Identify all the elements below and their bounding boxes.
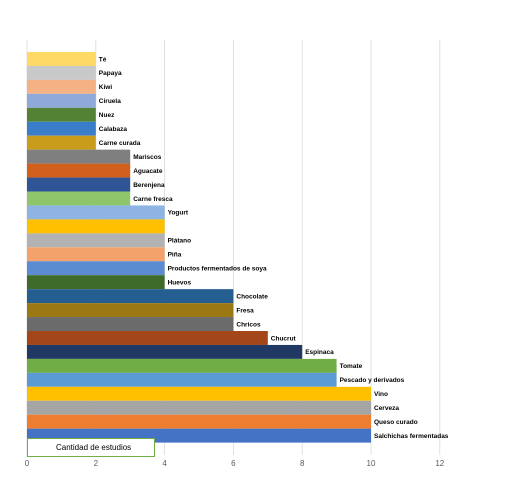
- bar-label: Piña: [168, 252, 182, 259]
- bar: [27, 289, 234, 304]
- bar: [27, 107, 96, 122]
- bar: [27, 400, 371, 415]
- bar: [27, 233, 165, 248]
- legend-label: Cantidad de estudios: [56, 443, 132, 452]
- bar-label: Vino: [374, 391, 388, 398]
- x-tick-label: 2: [94, 459, 99, 468]
- bar-label: Cerveza: [374, 405, 399, 412]
- bar-label: Plátano: [168, 238, 192, 245]
- x-tick-label: 12: [435, 459, 444, 468]
- bar-label: Carne curada: [99, 140, 141, 147]
- bar: [27, 79, 96, 94]
- bar: [27, 65, 96, 80]
- bar: [27, 191, 131, 206]
- bar: [27, 261, 165, 276]
- bar-label: Pescado y derivados: [340, 377, 405, 384]
- bar-label: Espinaca: [305, 349, 334, 356]
- x-tick-label: 4: [162, 459, 167, 468]
- bar: [27, 331, 268, 345]
- bar-label: Chucrut: [271, 335, 297, 342]
- legend: Cantidad de estudios: [27, 438, 155, 457]
- bar: [27, 317, 234, 331]
- bar: [27, 149, 131, 164]
- bar-label: Huevos: [168, 279, 192, 286]
- bar: [27, 93, 96, 108]
- bar-label: Calabaza: [99, 126, 128, 133]
- bar: [27, 247, 165, 262]
- bar: [27, 386, 371, 401]
- bar-label: Salchichas fermentadas: [374, 433, 449, 440]
- bar-label: Queso curado: [374, 419, 418, 426]
- bar: [27, 344, 303, 359]
- bar: [27, 219, 165, 234]
- bar-label: Mariscos: [133, 154, 162, 161]
- bar: [27, 177, 131, 192]
- x-tick-label: 10: [367, 459, 376, 468]
- bar-label: Berenjena: [133, 182, 165, 189]
- bar: [27, 358, 337, 373]
- bar: [27, 414, 371, 429]
- bar-label: Ciruela: [99, 98, 121, 105]
- bar: [27, 303, 234, 318]
- bar-label: Fresa: [236, 307, 254, 314]
- x-axis-ticks: 0 2 4 6 8 10 12: [25, 459, 445, 468]
- bar-label: Chricos: [236, 321, 261, 328]
- x-tick-label: 0: [25, 459, 30, 468]
- bar-label: Nuez: [99, 112, 115, 119]
- bar-labels: Té Papaya Kiwi Ciruela Nuez Calabaza Carne cur…: [99, 56, 449, 440]
- x-tick-label: 6: [231, 459, 236, 468]
- bar-label: Carne fresca: [133, 196, 173, 203]
- bar-label: Kiwi: [99, 84, 113, 91]
- bar-label: Tomate: [340, 363, 363, 370]
- bar: [27, 121, 96, 136]
- bar: [27, 135, 96, 150]
- bar: [27, 52, 96, 66]
- bar: [27, 372, 337, 387]
- bar-label: Productos fermentados de soya: [168, 266, 267, 273]
- bar-label: Aguacate: [133, 168, 163, 175]
- bar-label: Papaya: [99, 70, 122, 77]
- bar: [27, 275, 165, 290]
- x-tick-label: 8: [300, 459, 305, 468]
- bar-label: Chocolate: [236, 293, 268, 300]
- bar-label: Té: [99, 56, 107, 63]
- bar: [27, 205, 165, 220]
- bar: [27, 163, 131, 178]
- bars: [27, 52, 371, 443]
- bar-label: Yogurt: [168, 210, 189, 217]
